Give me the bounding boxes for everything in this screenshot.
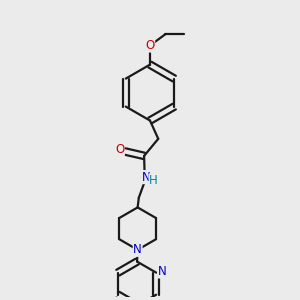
Text: N: N	[133, 243, 142, 256]
Text: H: H	[149, 174, 158, 187]
Text: O: O	[146, 39, 154, 52]
Text: N: N	[142, 171, 150, 184]
Text: O: O	[115, 142, 124, 156]
Text: N: N	[158, 265, 167, 278]
